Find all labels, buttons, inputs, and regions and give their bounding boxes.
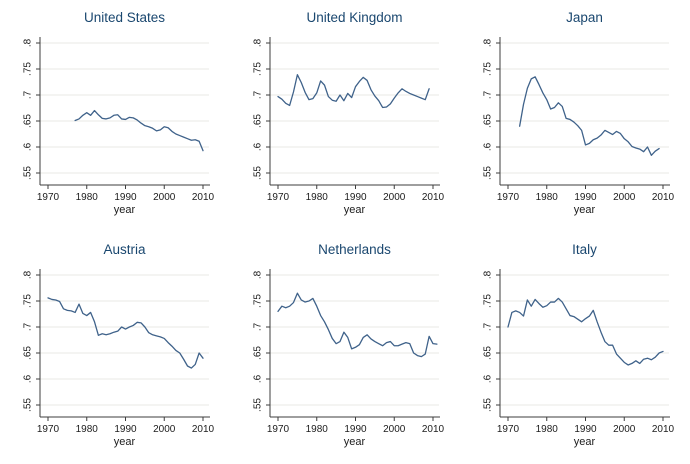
series-line	[74, 109, 204, 152]
x-tick-label: 1990	[574, 192, 597, 203]
y-tick-label: .8	[483, 38, 494, 47]
series-line	[277, 74, 430, 109]
x-tick-label: 1990	[574, 424, 597, 435]
panel-italy: .8.75.7.65.6.55 1970 1980 1990 2000 2010 year …	[460, 232, 690, 464]
y-tick-label: .8	[483, 270, 494, 279]
chart-canvas-united-states: .8 .75 .7 .65 .6 .55 1970 1980 1990 2000 2010 year	[23, 37, 215, 216]
x-tick-label: 2000	[153, 424, 176, 435]
panel-title: United Kingdom	[306, 10, 403, 25]
series-line	[507, 297, 664, 366]
panel-netherlands: .8.75.7.65.6.55 1970 1980 1990 2000 2010 year …	[230, 232, 460, 464]
x-tick-label: 1990	[344, 424, 367, 435]
x-tick-label: 1980	[536, 192, 559, 203]
y-tick-label: .7	[483, 90, 494, 99]
y-tick-label: .8	[23, 38, 34, 47]
y-tick-label: .55	[483, 166, 494, 180]
panel-japan: .8.75.7.65.6.55 1970 1980 1990 2000 2010 year …	[460, 0, 690, 232]
y-tick-label: .65	[483, 346, 494, 360]
x-tick-label: 1980	[76, 424, 99, 435]
y-tick-label: .6	[483, 374, 494, 383]
panel-title: Austria	[103, 242, 146, 257]
y-tick-label: .7	[23, 90, 34, 99]
y-tick-label: .75	[483, 62, 494, 76]
x-tick-label: 1990	[114, 424, 137, 435]
y-tick-label: .75	[253, 294, 264, 308]
x-tick-label: 1970	[267, 424, 290, 435]
chart-canvas-austria: .8 .75 .7 .65 .6 .55 1970 1980 1990 2000 2010 year	[23, 269, 215, 448]
y-tick-label: .7	[253, 90, 264, 99]
y-tick-label: .65	[23, 114, 34, 128]
y-tick-label: .8	[253, 38, 264, 47]
x-tick-label: 1980	[536, 424, 559, 435]
x-tick-label: 2010	[422, 424, 445, 435]
x-tick-label: 1970	[37, 424, 60, 435]
x-tick-label: 1980	[76, 192, 99, 203]
series-line	[277, 292, 438, 358]
y-tick-label: .75	[253, 62, 264, 76]
x-tick-label: 1970	[267, 192, 290, 203]
panel-title: Netherlands	[318, 242, 391, 257]
x-axis-title: year	[574, 436, 596, 448]
x-tick-label: 2000	[153, 192, 176, 203]
y-tick-label: .6	[253, 142, 264, 151]
panel-united-kingdom: .8.75.7.65.6.55 1970 1980 1990 2000 2010 year …	[230, 0, 460, 232]
x-axis-title: year	[344, 436, 366, 448]
y-tick-label: .7	[483, 322, 494, 331]
y-tick-label: .55	[253, 166, 264, 180]
x-tick-label: 1990	[114, 192, 137, 203]
y-tick-label: .6	[483, 142, 494, 151]
x-axis-title: year	[114, 204, 136, 216]
y-tick-label: .7	[23, 322, 34, 331]
x-axis-title: year	[344, 204, 366, 216]
chart-canvas-netherlands: .8 .75 .7 .65 .6 .55 1970 1980 1990 2000 2010 year	[253, 269, 445, 448]
panel-austria: .8.75.7.65.6.55 1970 1980 1990 2000 2010 year …	[0, 232, 230, 464]
y-tick-label: .75	[23, 294, 34, 308]
y-tick-label: .6	[23, 374, 34, 383]
y-tick-label: .65	[483, 114, 494, 128]
x-axis-title: year	[114, 436, 136, 448]
x-tick-label: 1970	[497, 192, 520, 203]
panel-title: United States	[83, 10, 166, 25]
y-tick-label: .55	[23, 398, 34, 412]
x-tick-label: 2000	[383, 192, 406, 203]
x-axis-title: year	[574, 204, 596, 216]
y-tick-label: .7	[253, 322, 264, 331]
chart-canvas-japan: .8 .75 .7 .65 .6 .55 1970 1980 1990 2000 2010 year	[483, 37, 675, 216]
chart-canvas-italy: .8 .75 .7 .65 .6 .55 1970 1980 1990 2000 2010 year	[483, 269, 675, 448]
y-tick-label: .6	[253, 374, 264, 383]
x-tick-label: 1980	[306, 424, 329, 435]
y-tick-label: .6	[23, 142, 34, 151]
y-tick-label: .65	[23, 346, 34, 360]
x-tick-label: 2010	[652, 192, 675, 203]
x-tick-label: 1970	[497, 424, 520, 435]
y-tick-label: .8	[253, 270, 264, 279]
chart-canvas-united-kingdom: .8 .75 .7 .65 .6 .55 1970 1980 1990 2000 2010 year	[253, 37, 445, 216]
x-tick-label: 1970	[37, 192, 60, 203]
x-tick-label: 1980	[306, 192, 329, 203]
x-tick-label: 2010	[422, 192, 445, 203]
y-tick-label: .75	[23, 62, 34, 76]
series-line	[518, 76, 660, 156]
y-tick-label: .8	[23, 270, 34, 279]
series-line	[47, 297, 204, 369]
x-tick-label: 2010	[652, 424, 675, 435]
panel-united-states: .8.75.7.65.6.55 1970 1980 1990 2000 2010 year …	[0, 0, 230, 232]
x-tick-label: 2010	[192, 192, 215, 203]
panel-title: Japan	[566, 10, 603, 25]
y-tick-label: .55	[23, 166, 34, 180]
panel-title: Italy	[572, 242, 597, 257]
x-tick-label: 1990	[344, 192, 367, 203]
y-tick-label: .65	[253, 114, 264, 128]
y-tick-label: .55	[253, 398, 264, 412]
y-tick-label: .75	[483, 294, 494, 308]
y-tick-label: .55	[483, 398, 494, 412]
x-tick-label: 2000	[613, 192, 636, 203]
x-tick-label: 2000	[613, 424, 636, 435]
y-tick-label: .65	[253, 346, 264, 360]
x-tick-label: 2010	[192, 424, 215, 435]
x-tick-label: 2000	[383, 424, 406, 435]
